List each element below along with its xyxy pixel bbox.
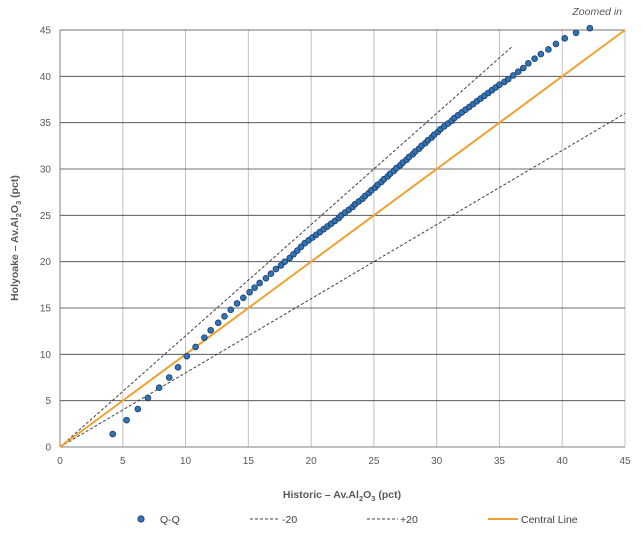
qq-point (246, 288, 253, 296)
legend-label-qq: Q-Q (160, 514, 180, 526)
qq-point (123, 416, 130, 424)
qq-point (514, 68, 522, 75)
qq-point (109, 430, 117, 438)
qq-point (227, 306, 235, 314)
y-tick-label: 5 (45, 396, 51, 407)
x-axis-title: Historic – Av.Al2O3 (pct) (283, 489, 401, 503)
qq-point (537, 50, 545, 58)
central-line (59, 29, 626, 448)
legend-item-qq: Q-Q (137, 514, 180, 526)
y-tick-label: 10 (40, 350, 52, 361)
qq-point (586, 24, 594, 32)
y-tick-label: 25 (40, 211, 52, 222)
qq-point (221, 313, 228, 320)
y-tick-label: 40 (40, 72, 52, 83)
tick-labels: 0 5 10 15 20 25 30 35 40 45 0 5 10 15 20 25 30 35 40 45 (40, 26, 631, 468)
grid-lines (59, 29, 626, 448)
qq-point (207, 326, 214, 334)
x-tick-label: 35 (494, 456, 506, 467)
y-axis-title: Holyoake – Av.Al2O3 (pct) (9, 175, 23, 301)
legend-item-plus20: +20 (367, 514, 418, 526)
qq-point (144, 394, 152, 402)
x-tick-label: 15 (243, 456, 255, 467)
legend-marker-qq (137, 515, 145, 523)
qq-point (262, 275, 270, 282)
qq-point (509, 72, 517, 79)
y-tick-label: 20 (40, 257, 52, 268)
y-tick-label: 45 (40, 26, 52, 37)
qq-point (504, 75, 512, 83)
qq-point (201, 334, 208, 341)
legend-item-central-line: Central Line (488, 514, 578, 526)
y-tick-label: 0 (45, 443, 51, 454)
qq-point (281, 258, 289, 265)
qq-point (240, 294, 247, 302)
qq-point (214, 319, 222, 327)
qq-point (519, 64, 527, 72)
qq-point (267, 270, 275, 278)
x-tick-label: 20 (306, 456, 318, 467)
legend-label-minus20: -20 (282, 514, 297, 526)
y-tick-label: 30 (40, 165, 52, 176)
x-tick-label: 30 (431, 456, 443, 467)
qq-point (552, 40, 560, 48)
x-tick-label: 25 (368, 456, 380, 467)
qq-point (572, 29, 580, 37)
plus20-line (59, 46, 513, 448)
qq-point (192, 343, 199, 351)
minus20-line (59, 112, 626, 448)
x-tick-label: 10 (180, 456, 192, 467)
zoom-annotation: Zoomed in (571, 6, 622, 18)
qq-point (134, 405, 142, 413)
qq-point (165, 374, 173, 381)
qq-point (174, 364, 182, 371)
qq-point (256, 279, 263, 287)
qq-point (525, 60, 532, 67)
qq-point (251, 284, 258, 291)
legend-label-plus20: +20 (400, 514, 418, 526)
x-tick-label: 45 (619, 456, 631, 467)
qq-point (183, 352, 191, 360)
series-layer (59, 24, 626, 448)
qq-point (545, 46, 552, 53)
qq-point (496, 81, 503, 88)
qq-point (155, 384, 163, 391)
qq-point (272, 265, 280, 273)
qq-point (561, 35, 569, 42)
qq-point (531, 55, 538, 63)
x-tick-label: 40 (557, 456, 569, 467)
x-tick-label: 5 (120, 456, 126, 467)
qq-point (233, 300, 241, 307)
y-tick-label: 35 (40, 118, 52, 129)
x-tick-label: 0 (57, 456, 63, 467)
y-tick-label: 15 (40, 304, 52, 315)
legend-label-central: Central Line (521, 514, 578, 526)
legend-item-minus20: -20 (250, 514, 297, 526)
legend: Q-Q -20 +20 Central Line (137, 514, 578, 526)
